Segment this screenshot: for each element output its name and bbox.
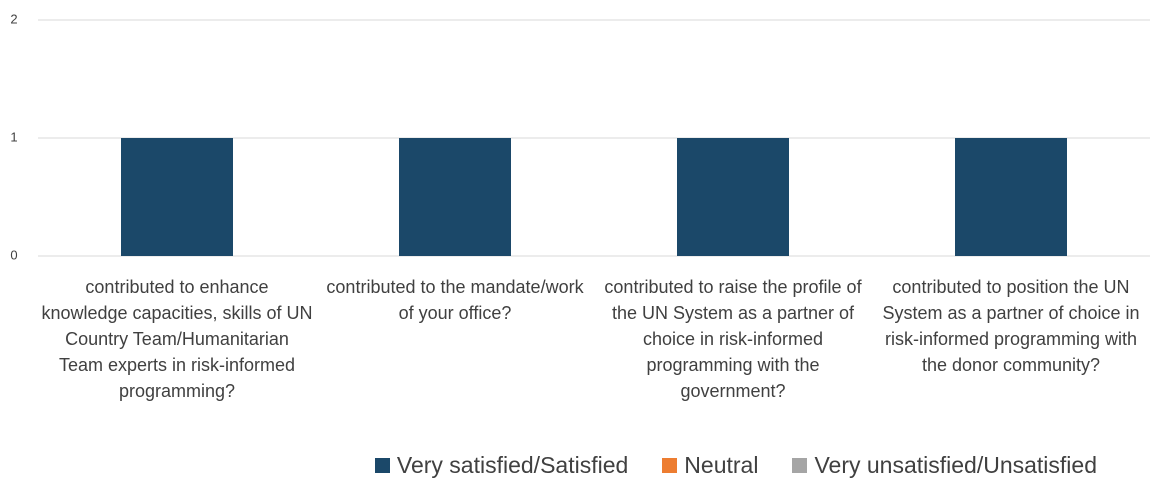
bar bbox=[677, 138, 789, 256]
legend-item: Neutral bbox=[662, 452, 758, 479]
x-tick-label: contributed to position the UN System as… bbox=[882, 277, 1140, 375]
x-tick-label: contributed to the mandate/work of your … bbox=[326, 277, 584, 323]
legend: Very satisfied/Satisfied Neutral Very unsa… bbox=[0, 452, 1157, 479]
legend-label: Very unsatisfied/Unsatisfied bbox=[814, 452, 1097, 478]
legend-swatch bbox=[792, 458, 808, 473]
legend-item: Very unsatisfied/Unsatisfied bbox=[792, 452, 1097, 479]
y-tick-label: 2 bbox=[10, 11, 17, 26]
legend-item: Very satisfied/Satisfied bbox=[374, 452, 629, 479]
y-tick-label: 0 bbox=[10, 247, 17, 262]
bar bbox=[399, 138, 511, 256]
legend-label: Very satisfied/Satisfied bbox=[396, 452, 629, 478]
y-tick-label: 1 bbox=[10, 129, 17, 144]
legend-label: Neutral bbox=[684, 452, 759, 478]
legend-swatch bbox=[662, 458, 678, 473]
x-tick-label: contributed to enhance knowledge capacit… bbox=[41, 277, 313, 401]
bar bbox=[955, 138, 1067, 256]
legend-swatch bbox=[374, 458, 390, 473]
x-tick-label: contributed to raise the profile of the … bbox=[604, 277, 862, 401]
bar bbox=[121, 138, 233, 256]
